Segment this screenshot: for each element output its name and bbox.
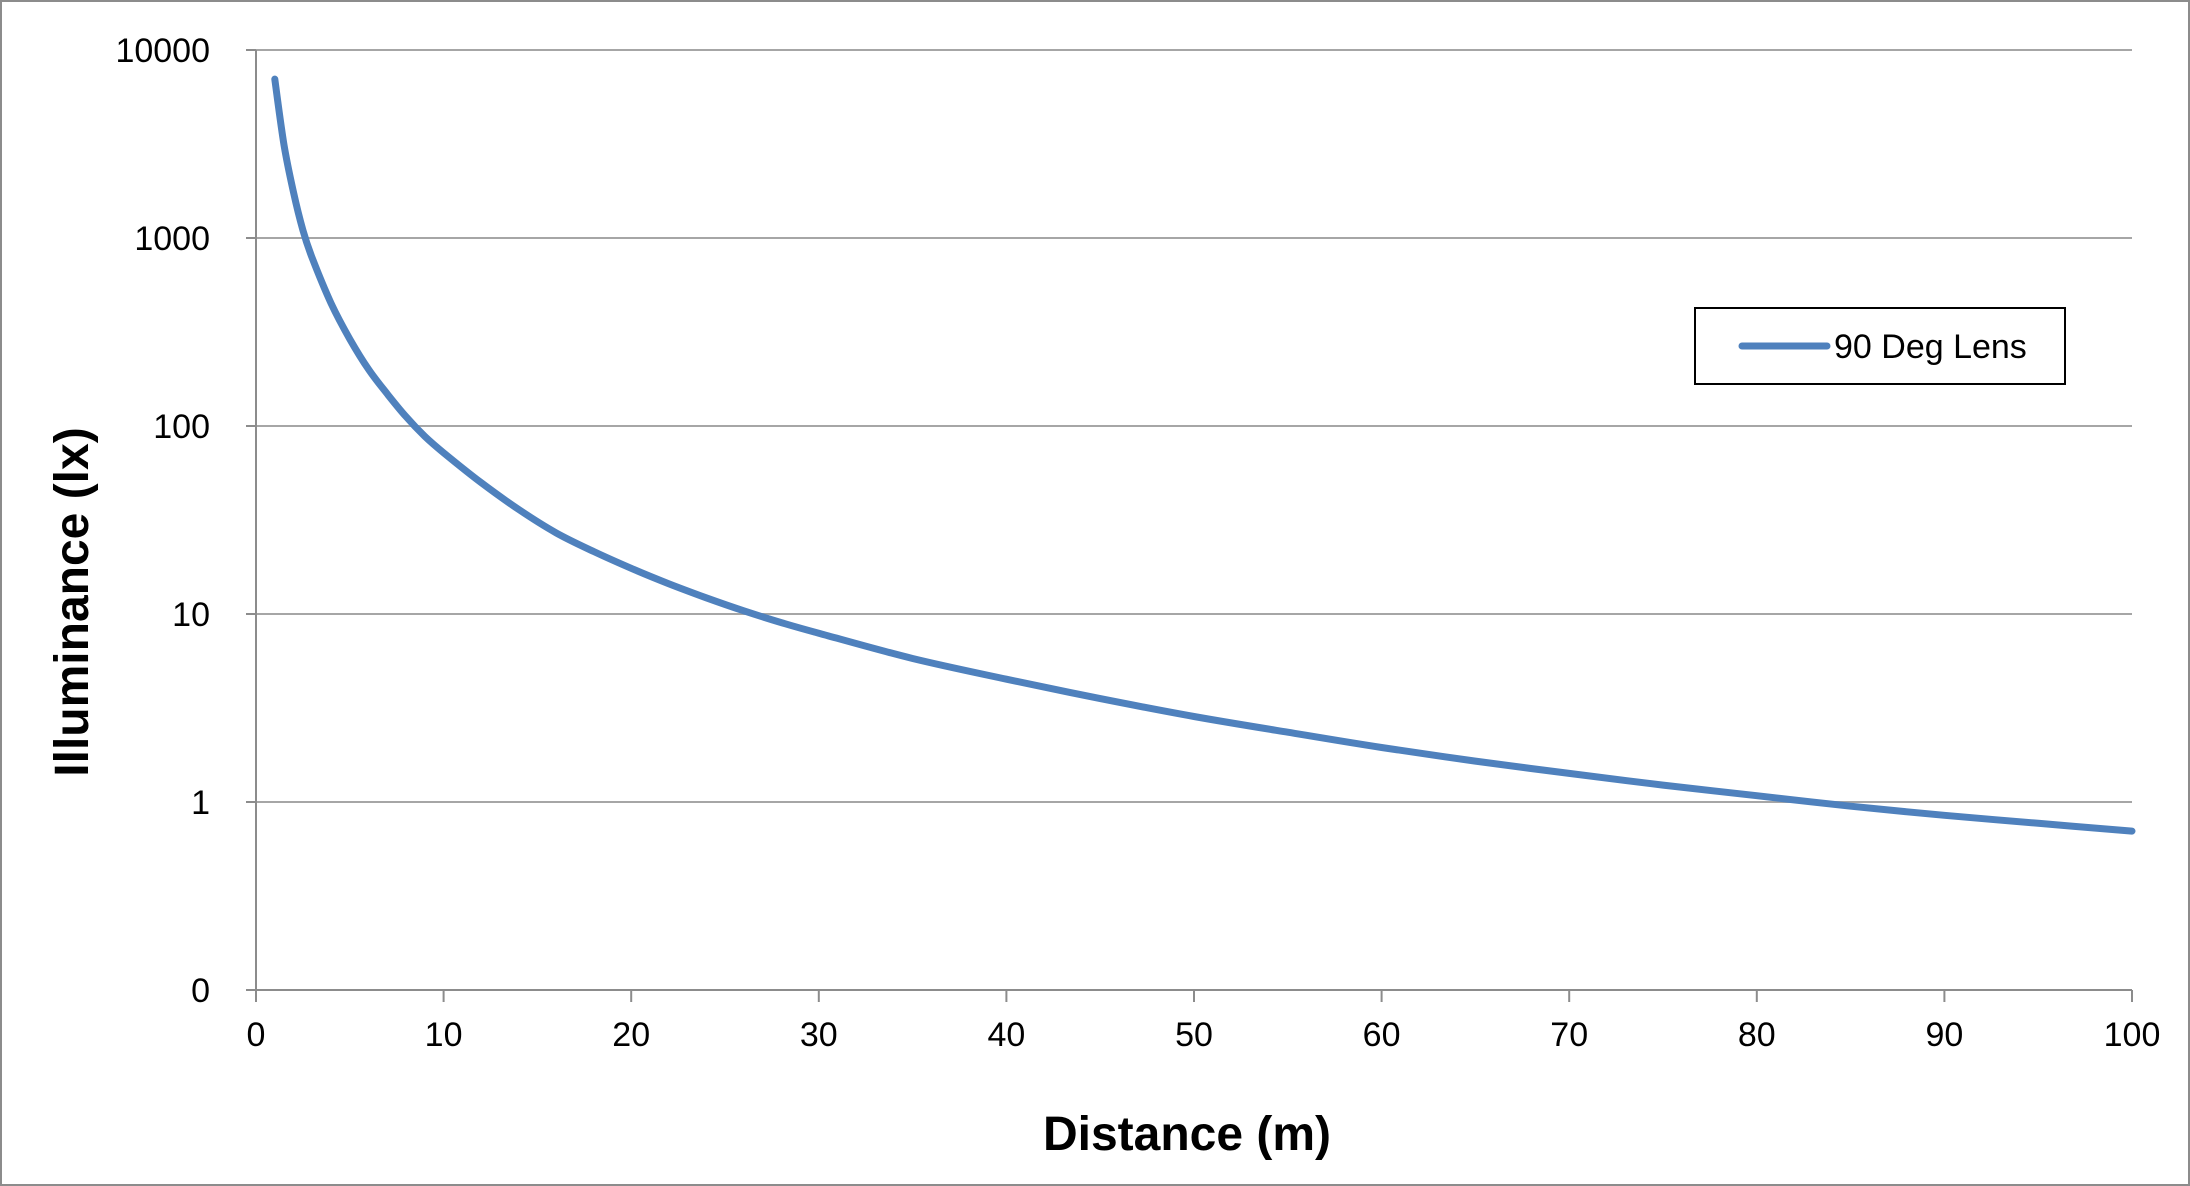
y-tick-label: 0 [191, 972, 210, 1010]
x-tick-label: 10 [425, 1016, 463, 1054]
x-tick-label: 50 [1175, 1016, 1213, 1054]
legend-label: 90 Deg Lens [1834, 328, 2027, 366]
ticks-layer: 0 1 10 100 1000 10000 0 10 20 30 40 50 60 70 80 90 100 [115, 32, 2160, 1054]
x-tick-label: 40 [987, 1016, 1025, 1054]
x-tick-label: 70 [1550, 1016, 1588, 1054]
y-tick-label: 10 [172, 596, 210, 634]
x-tick-label: 90 [1925, 1016, 1963, 1054]
y-tick-label: 1000 [134, 220, 210, 258]
series-layer [271, 75, 2136, 835]
x-tick-label: 20 [612, 1016, 650, 1054]
y-tick-label: 100 [153, 408, 210, 446]
legend: 90 Deg Lens [1694, 307, 2066, 385]
y-tick-label: 1 [191, 784, 210, 822]
x-tick-label: 0 [247, 1016, 266, 1054]
grid-layer [256, 49, 2132, 803]
y-tick-label: 10000 [115, 32, 210, 70]
x-tick-label: 60 [1363, 1016, 1401, 1054]
series-line [271, 75, 2136, 835]
x-axis-title: Distance (m) [1043, 1108, 1331, 1161]
x-tick-label: 30 [800, 1016, 838, 1054]
x-tick-label: 80 [1738, 1016, 1776, 1054]
x-tick-label: 100 [2104, 1016, 2161, 1054]
y-axis-title: Illuminance (lx) [46, 427, 99, 776]
